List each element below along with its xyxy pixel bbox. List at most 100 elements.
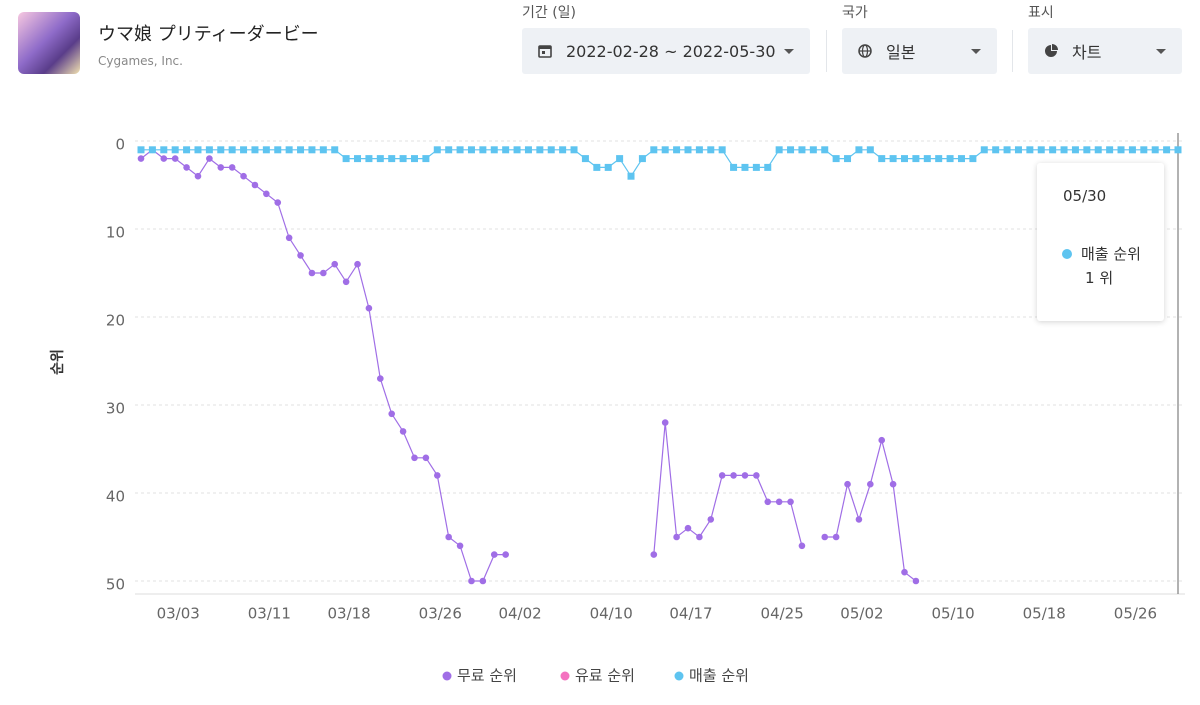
point [787,498,794,506]
divider [1012,30,1013,72]
point [901,155,909,163]
tooltip-value: 1 위 [1085,267,1113,288]
point [980,146,988,154]
caret [1156,49,1166,54]
point [490,551,498,558]
pie-icon [1045,44,1058,57]
point [1083,146,1091,154]
point [1026,146,1034,154]
view-filter[interactable]: 차트 [1028,28,1182,74]
filter-label: 기간 (일) [522,5,577,21]
point [251,181,259,189]
point [684,146,692,154]
point [490,146,498,154]
point [809,146,817,154]
y-tick-label: 20 [106,312,125,330]
legend-label: 매출 순위 [689,667,749,685]
point [923,155,931,163]
point [684,524,692,532]
point [422,155,430,163]
point [867,480,874,488]
point [912,155,920,163]
point [194,146,202,154]
point [1163,146,1171,154]
legend-label: 유료 순위 [575,667,635,685]
point [559,146,567,154]
point [650,551,658,558]
point [570,146,578,154]
point [1060,146,1068,154]
point [251,146,259,154]
filter-label: 표시 [1028,5,1054,21]
series-line [140,149,917,582]
point [160,155,168,162]
point [331,260,339,268]
point [240,172,247,180]
date-filter[interactable]: 2022-02-28 ~ 2022-05-30 [522,28,810,74]
point [741,472,749,479]
x-tick-label: 03/11 [248,605,291,623]
point [354,260,361,268]
point [1049,146,1057,154]
point [285,146,293,154]
y-tick-label: 30 [106,400,125,418]
filter-value: 2022-02-28 ~ 2022-05-30 [566,41,776,61]
point [957,155,965,163]
x-tick-label: 05/26 [1114,605,1157,623]
point [171,155,179,162]
point [775,146,783,154]
caret [784,49,794,54]
point [456,146,464,154]
point [228,146,236,154]
point [821,146,829,154]
point [148,146,156,154]
point [399,155,407,163]
point [695,146,703,154]
point [217,146,225,154]
point [901,568,908,576]
point [1003,146,1011,154]
filter-value: 일본 [886,43,916,62]
point [1037,146,1045,154]
point [468,577,475,585]
country-filter[interactable]: 일본 [842,28,997,74]
point [1094,146,1102,154]
point [1106,146,1114,154]
point [912,577,920,585]
point [410,155,418,163]
point [696,533,703,541]
tooltip-series: 매출 순위 [1081,245,1141,263]
point [616,155,624,163]
globe-icon [858,44,872,58]
x-tick-label: 03/03 [157,605,200,623]
point [673,146,681,154]
point [388,410,396,418]
point [650,146,658,154]
y-tick-label: 50 [106,576,125,594]
filter-label: 국가 [842,5,868,21]
point [320,269,327,277]
tooltip: 05/30 매출 순위 1 위 [1037,163,1164,321]
point [889,480,897,488]
point [342,278,350,286]
publisher: Cygames, Inc. [98,54,183,68]
calendar-icon [538,45,552,58]
point [479,146,487,154]
point [467,146,475,154]
point [171,146,179,154]
point [388,155,396,163]
tooltip-number: 1 [1085,269,1095,287]
point [183,146,191,154]
point [718,146,726,154]
legend-label: 무료 순위 [457,667,517,685]
point [832,533,840,541]
tooltip-date: 05/30 [1063,187,1107,205]
point [262,146,270,154]
point [764,163,772,171]
point [377,375,384,382]
point [844,480,851,488]
tooltip-unit: 위 [1099,269,1114,287]
series-line [141,149,1178,178]
x-tick-label: 05/18 [1023,605,1066,623]
point [753,472,760,479]
